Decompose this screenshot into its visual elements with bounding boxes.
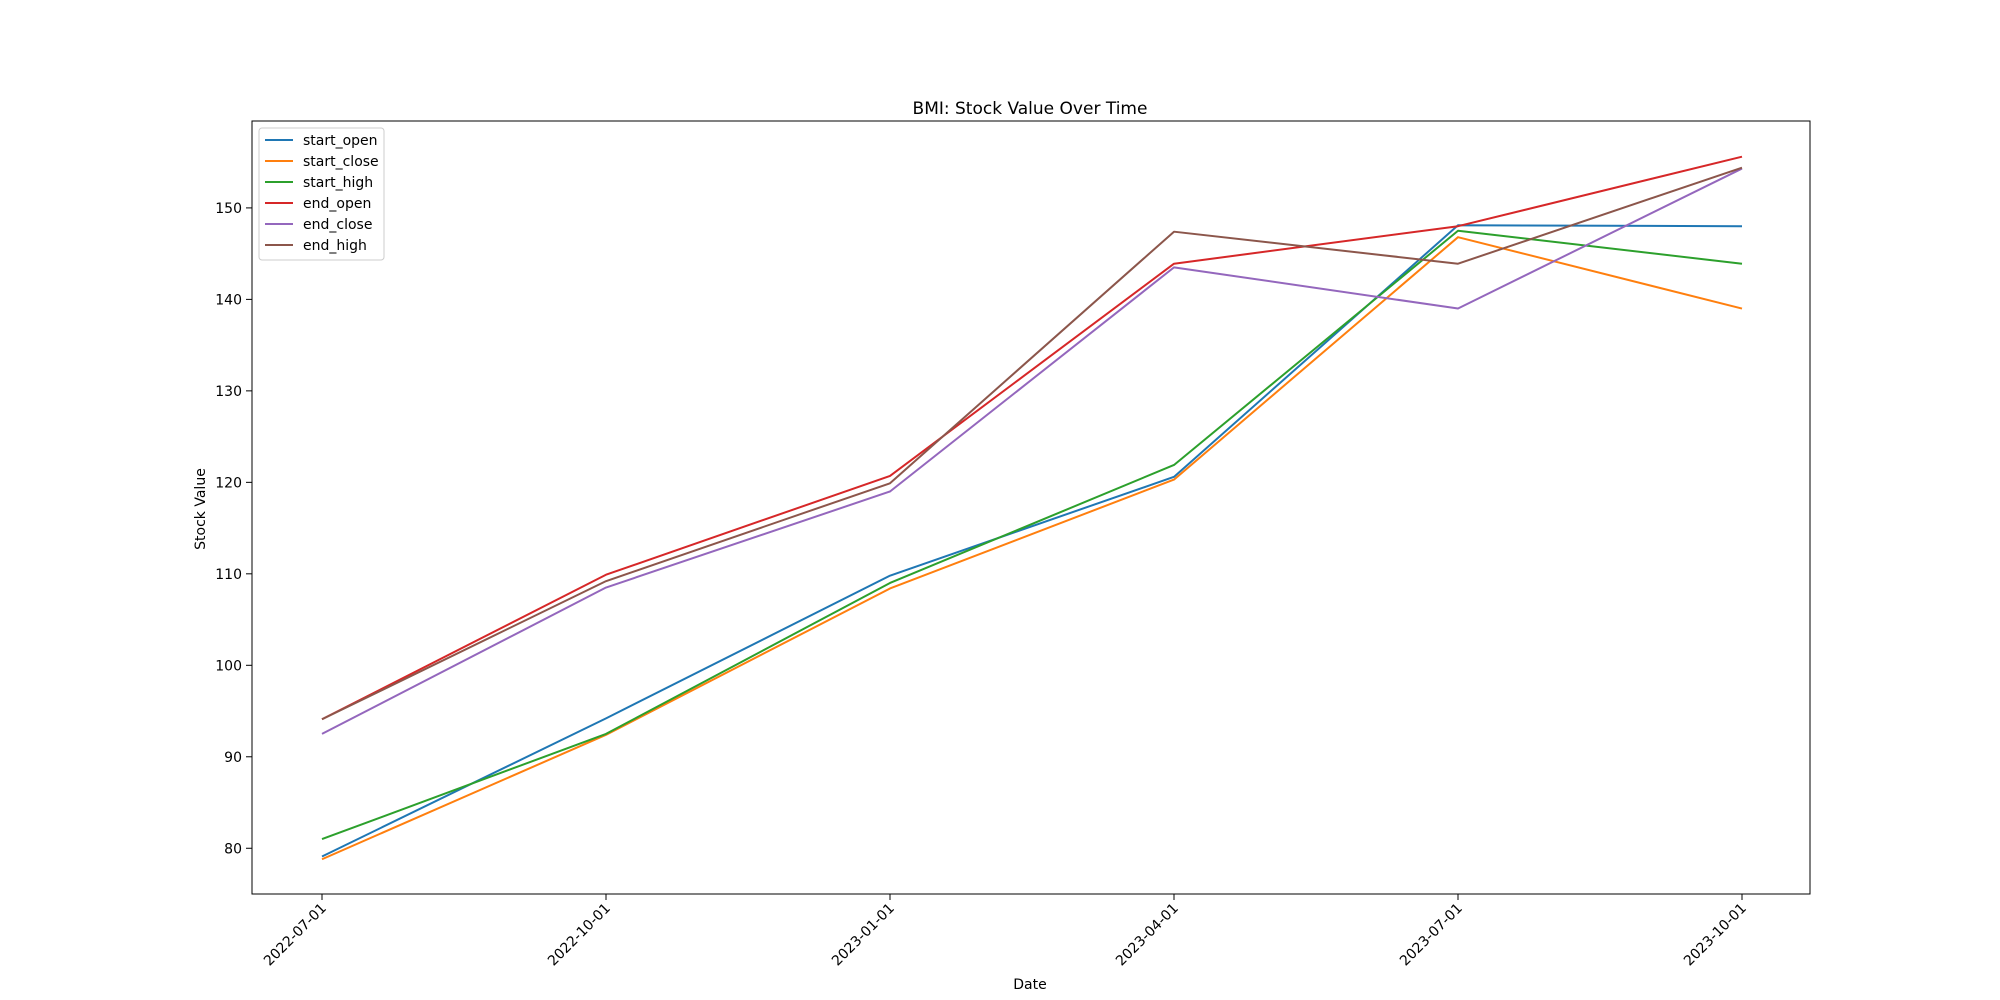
x-axis-label: Date xyxy=(1013,977,1046,993)
legend: start_open start_close start_high end_opene… xyxy=(258,127,385,261)
chart-title: BMI: Stock Value Over Time xyxy=(913,99,1148,119)
legend-label-end_open: end_open xyxy=(303,196,371,212)
y-axis: 80 90 100 110 120 130 140 150 xyxy=(215,201,252,857)
legend-label-start_close: start_close xyxy=(303,154,379,170)
series-line-end_open xyxy=(321,155,1743,721)
legend-label-end_high: end_high xyxy=(303,238,367,254)
series-line-end_high xyxy=(321,166,1743,721)
series-line-end_close xyxy=(321,167,1743,735)
legend-label-start_open: start_open xyxy=(303,133,378,149)
series-line-start_close xyxy=(321,236,1743,861)
y-tick-label-80: 80 xyxy=(224,841,242,857)
y-tick-label-120: 120 xyxy=(215,475,242,491)
legend-label-end_close: end_close xyxy=(303,217,372,233)
y-tick-label-130: 130 xyxy=(215,384,242,400)
plot-frame xyxy=(251,120,1811,895)
series-layer xyxy=(321,155,1743,861)
y-tick-label-140: 140 xyxy=(215,292,242,308)
y-tick-label-110: 110 xyxy=(215,567,242,583)
series-line-start_open xyxy=(321,224,1743,858)
legend-label-start_high: start_high xyxy=(303,175,373,191)
y-tick-label-100: 100 xyxy=(215,658,242,674)
y-tick-label-90: 90 xyxy=(224,750,242,766)
series-line-start_high xyxy=(321,229,1743,841)
y-tick-label-150: 150 xyxy=(215,201,242,217)
y-axis-label: Stock Value xyxy=(193,468,209,550)
